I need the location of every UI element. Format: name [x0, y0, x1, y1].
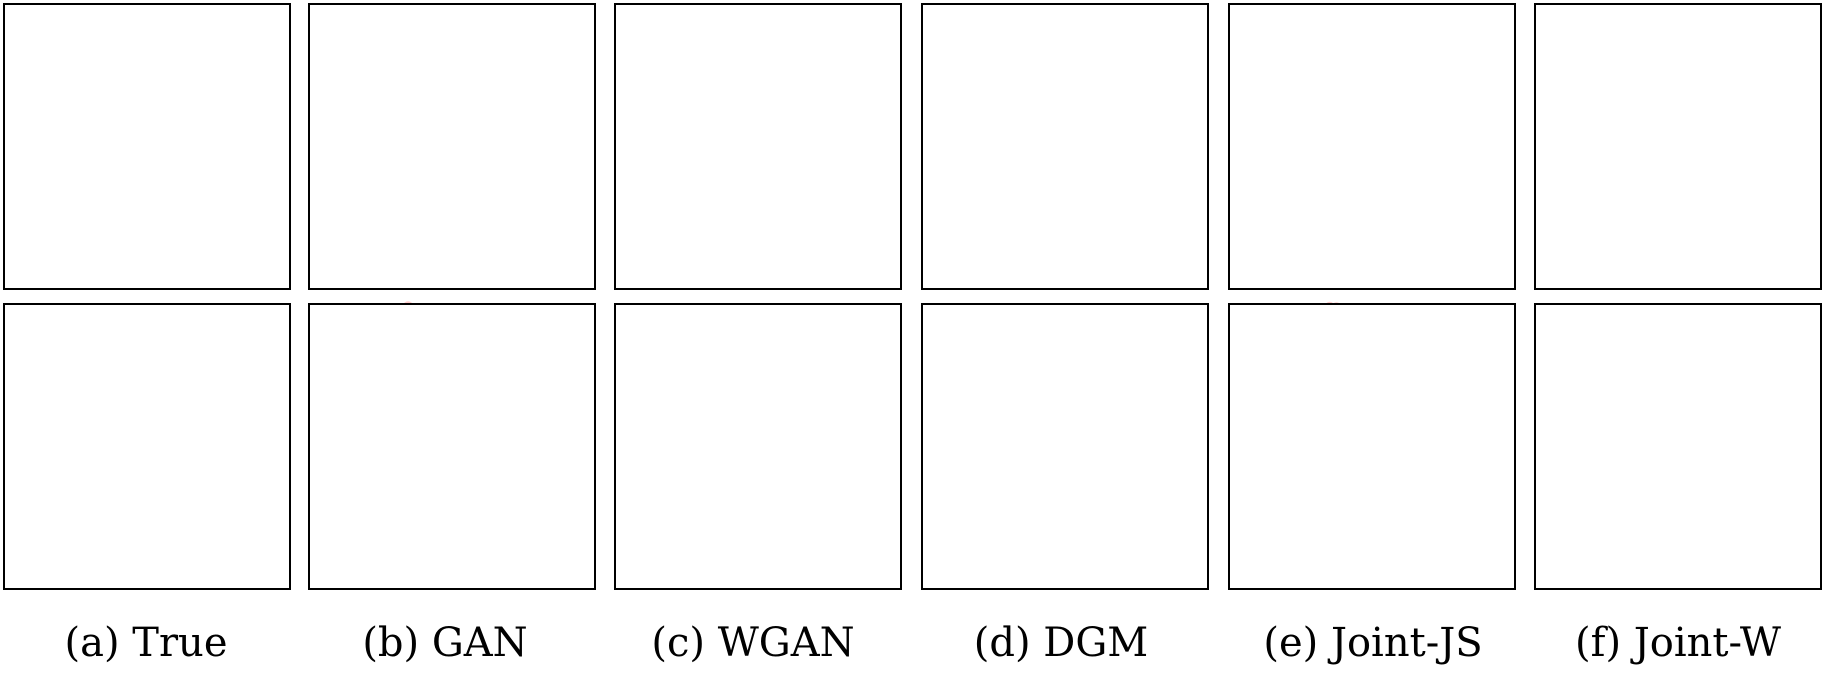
panel-ring-1 — [3, 3, 291, 290]
panels-grid — [3, 3, 1822, 590]
panel-swiss-roll-3 — [614, 303, 902, 590]
panel-border — [614, 3, 902, 290]
panel-border — [308, 303, 596, 590]
panel-swiss-roll-2 — [308, 301, 596, 590]
panel-ring-2 — [308, 3, 596, 290]
panel-border — [3, 3, 291, 290]
panel-ring-3 — [614, 3, 902, 290]
panel-swiss-roll-1 — [3, 303, 291, 590]
panel-border — [3, 303, 291, 590]
panel-border — [308, 3, 596, 290]
